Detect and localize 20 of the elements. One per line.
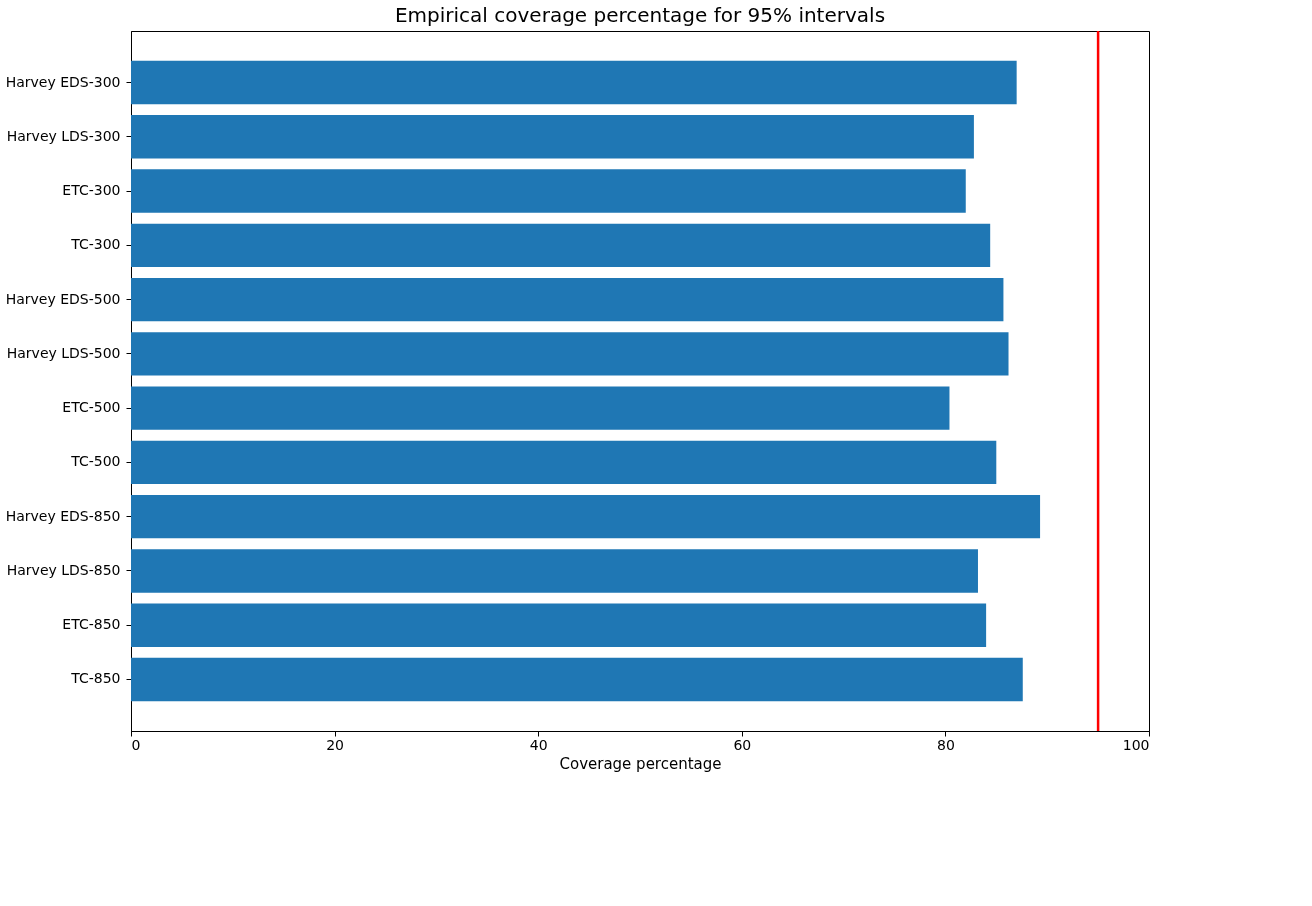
y-tick-label: TC-850 (70, 670, 121, 687)
x-tick-label: 0 (131, 736, 141, 753)
y-tick-label: Harvey LDS-850 (6, 561, 121, 578)
chart-title: Empirical coverage percentage for 95% intervals (394, 2, 886, 27)
x-tick-label: 60 (733, 736, 752, 753)
x-tick-label: 80 (936, 736, 955, 753)
y-tick-label: ETC-500 (62, 399, 121, 416)
x-tick-label: 40 (529, 736, 548, 753)
y-tick-label: TC-300 (70, 236, 121, 253)
y-tick-label: Harvey LDS-500 (6, 344, 121, 361)
y-tick-label: Harvey EDS-300 (5, 73, 121, 90)
y-tick-label: Harvey EDS-850 (5, 507, 121, 524)
y-tick-label: ETC-300 (62, 182, 121, 199)
x-tick-label: 20 (326, 736, 345, 753)
x-axis-title: Coverage percentage (559, 754, 722, 773)
x-tick-label: 100 (1122, 736, 1150, 753)
y-tick-label: Harvey EDS-500 (5, 290, 121, 307)
y-tick-label: TC-500 (70, 453, 121, 470)
y-tick-label: Harvey LDS-300 (6, 127, 121, 144)
y-tick-label: ETC-850 (62, 616, 121, 633)
